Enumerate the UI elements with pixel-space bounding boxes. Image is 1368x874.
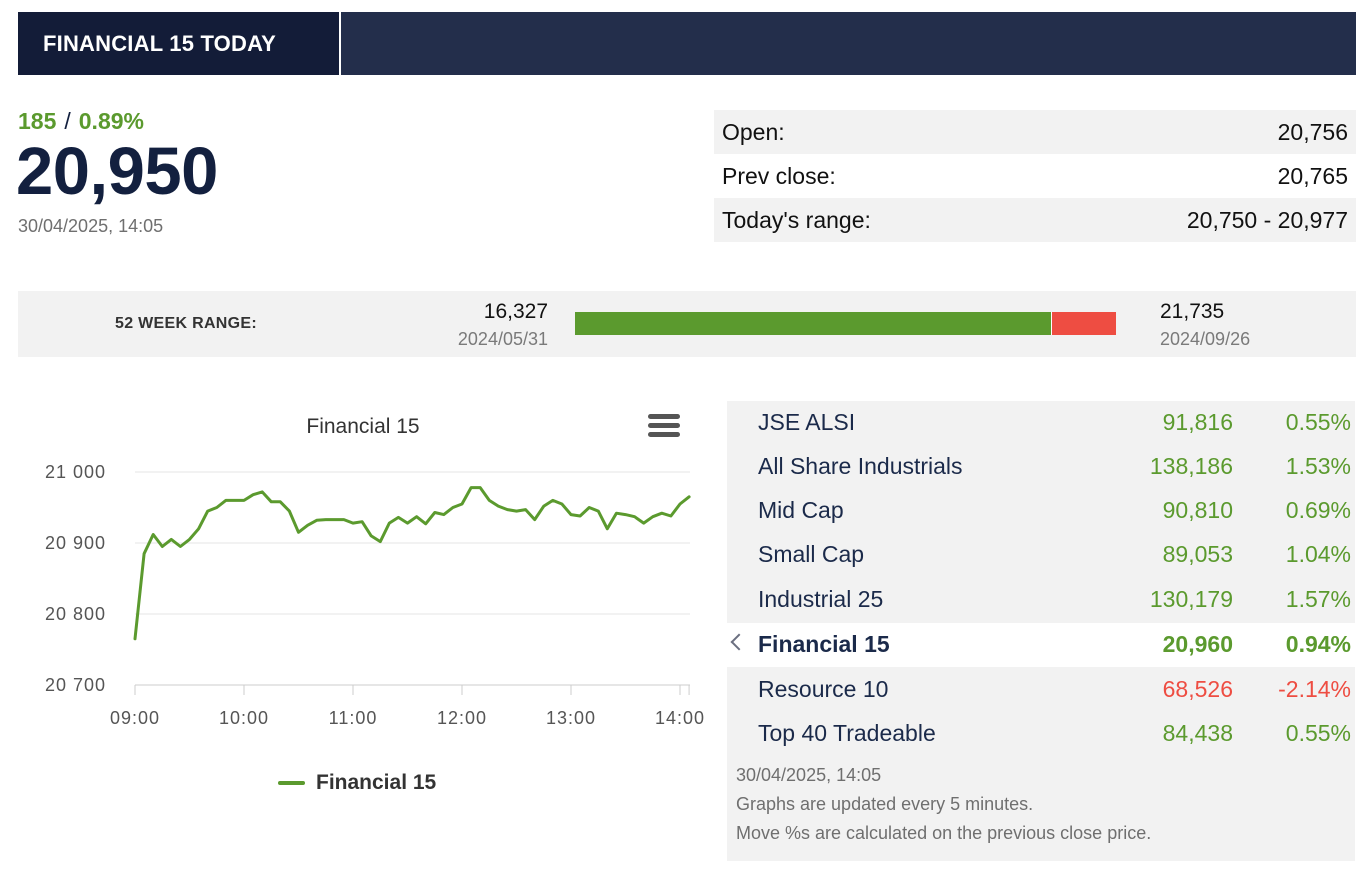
notes-update: Graphs are updated every 5 minutes. — [736, 794, 1034, 814]
index-pct: 0.55% — [1285, 409, 1351, 435]
index-row-mid-cap[interactable]: Mid Cap 90,810 0.69% — [727, 489, 1355, 533]
index-name: JSE ALSI — [758, 409, 856, 435]
y-tick-label: 21 000 — [45, 462, 106, 482]
index-pct: 0.69% — [1285, 497, 1351, 523]
tab-financial-15-today[interactable]: FINANCIAL 15 TODAY — [18, 12, 341, 75]
stats-table: Open: 20,756 Prev close: 20,765 Today's … — [714, 110, 1356, 242]
index-pct: 0.94% — [1285, 631, 1351, 657]
index-name: Financial 15 — [758, 631, 890, 657]
week-range-bar-fill — [575, 312, 1053, 335]
index-name: Industrial 25 — [758, 586, 884, 612]
legend-label: Financial 15 — [316, 771, 437, 794]
week-high-date: 2024/09/26 — [1160, 329, 1251, 349]
notes-timestamp: 30/04/2025, 14:05 — [736, 765, 882, 785]
chart-legend[interactable]: Financial 15 — [278, 771, 436, 795]
stat-value: 20,765 — [1277, 162, 1348, 189]
stat-value: 20,750 - 20,977 — [1186, 206, 1348, 233]
week-range-high: 21,735 2024/09/26 — [1160, 300, 1250, 350]
legend-swatch — [278, 781, 305, 785]
x-tick-label: 09:00 — [110, 708, 160, 728]
week-low-value: 16,327 — [483, 300, 548, 323]
stat-value: 20,756 — [1277, 118, 1348, 145]
index-name: All Share Industrials — [758, 453, 963, 479]
x-tick-label: 14:00 — [655, 708, 705, 728]
chart-title: Financial 15 — [306, 415, 420, 438]
stat-todays-range: Today's range: 20,750 - 20,977 — [714, 198, 1356, 242]
week-range-bar — [575, 312, 1116, 335]
index-value: 90,810 — [1162, 497, 1233, 523]
index-name: Resource 10 — [758, 676, 889, 702]
y-tick-label: 20 900 — [45, 533, 106, 553]
x-tick-label: 11:00 — [329, 708, 378, 728]
index-pct: -2.14% — [1278, 676, 1351, 702]
index-value: 84,438 — [1162, 720, 1233, 746]
indices-footnotes: 30/04/2025, 14:05 Graphs are updated eve… — [736, 761, 1151, 848]
index-value: 91,816 — [1162, 409, 1233, 435]
intraday-chart: Financial 15 21 000 20 900 20 800 20 700 09:… — [18, 395, 708, 815]
index-pct: 1.04% — [1285, 541, 1351, 567]
x-tick-label: 10:00 — [219, 708, 269, 728]
index-pct: 0.55% — [1285, 720, 1351, 746]
x-tick-label: 13:00 — [546, 708, 596, 728]
index-row-jse-alsi[interactable]: JSE ALSI 91,816 0.55% — [727, 401, 1355, 445]
week-range-label: 52 WEEK RANGE: — [115, 315, 257, 332]
index-row-top-40-tradeable[interactable]: Top 40 Tradeable 84,438 0.55% — [727, 712, 1355, 756]
price-change: 185 / 0.89% — [18, 108, 144, 135]
price-timestamp: 30/04/2025, 14:05 — [18, 216, 164, 236]
change-value: 185 — [18, 108, 57, 134]
chevron-left-icon — [730, 633, 748, 651]
index-name: Top 40 Tradeable — [758, 720, 936, 746]
index-pct: 1.57% — [1285, 586, 1351, 612]
series-line-financial-15 — [133, 486, 691, 641]
index-value: 138,186 — [1149, 453, 1233, 479]
indices-panel: JSE ALSI 91,816 0.55% All Share Industri… — [727, 401, 1355, 861]
stat-label: Today's range: — [722, 206, 871, 233]
index-row-financial-15[interactable]: Financial 15 20,960 0.94% — [727, 623, 1355, 667]
hamburger-icon[interactable] — [648, 414, 682, 442]
x-tick-label: 12:00 — [437, 708, 487, 728]
change-separator: / — [64, 108, 71, 134]
index-row-small-cap[interactable]: Small Cap 89,053 1.04% — [727, 533, 1355, 577]
week-range-panel: 52 WEEK RANGE: 16,327 2024/05/31 21,735 … — [18, 291, 1356, 357]
week-low-date: 2024/05/31 — [457, 329, 548, 349]
index-value: 89,053 — [1162, 541, 1233, 567]
y-tick-label: 20 800 — [45, 604, 106, 624]
stat-open: Open: 20,756 — [714, 110, 1356, 154]
y-tick-label: 20 700 — [45, 675, 106, 695]
page-header: FINANCIAL 15 TODAY — [18, 12, 1356, 75]
notes-calc: Move %s are calculated on the previous c… — [736, 823, 1152, 843]
index-name: Mid Cap — [758, 497, 844, 523]
change-percent: 0.89% — [78, 108, 144, 134]
index-row-all-share-industrials[interactable]: All Share Industrials 138,186 1.53% — [727, 445, 1355, 489]
week-range-low: 16,327 2024/05/31 — [458, 300, 548, 350]
index-pct: 1.53% — [1285, 453, 1351, 479]
week-high-value: 21,735 — [1160, 300, 1225, 323]
current-price: 20,950 — [16, 134, 218, 209]
index-name: Small Cap — [758, 541, 865, 567]
index-row-resource-10[interactable]: Resource 10 68,526 -2.14% — [727, 668, 1355, 712]
index-value: 68,526 — [1162, 676, 1233, 702]
index-row-industrial-25[interactable]: Industrial 25 130,179 1.57% — [727, 578, 1355, 622]
stat-label: Prev close: — [722, 162, 836, 189]
index-value: 130,179 — [1149, 586, 1233, 612]
index-value: 20,960 — [1162, 631, 1233, 657]
stat-label: Open: — [722, 118, 785, 145]
stat-prev-close: Prev close: 20,765 — [714, 154, 1356, 198]
